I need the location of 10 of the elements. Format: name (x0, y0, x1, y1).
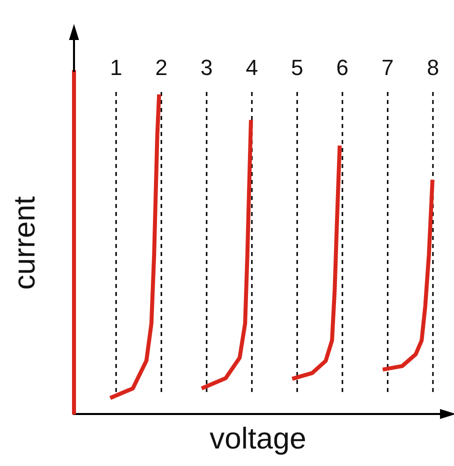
x-tick-label: 2 (155, 55, 168, 80)
x-tick-label: 8 (426, 55, 440, 80)
x-tick-label: 5 (291, 55, 304, 80)
x-tick-label: 3 (200, 55, 213, 80)
x-axis-title: voltage (210, 422, 306, 456)
x-tick-label: 4 (246, 55, 258, 80)
x-tick-label: 7 (382, 55, 394, 80)
x-tick-label: 6 (336, 55, 349, 80)
y-axis-title: current (8, 196, 42, 290)
x-tick-label: 1 (110, 55, 122, 80)
